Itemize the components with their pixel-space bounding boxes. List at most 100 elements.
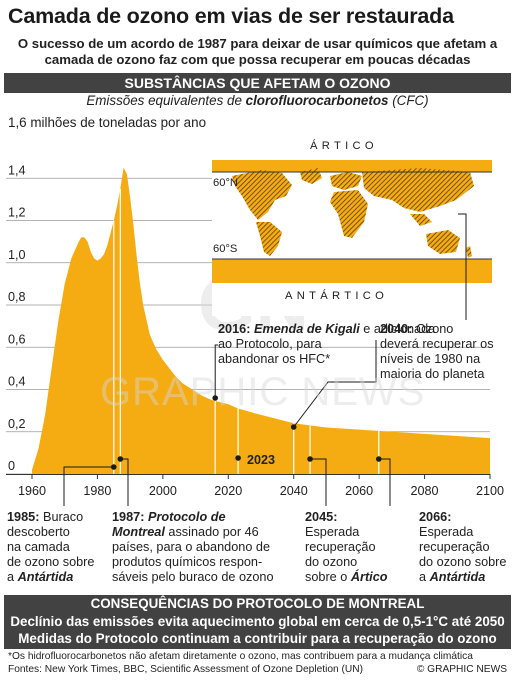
section-subheading: Emissões equivalentes de clorofluorocarb… xyxy=(4,93,511,108)
annotation-1987-line2: assinado por 46 xyxy=(164,525,259,539)
annotation-2040: 2040: Ozono deverá recuperar os níveis d… xyxy=(380,322,494,382)
annotation-1985-year: 1985: xyxy=(7,510,40,524)
y-tick-label: 1,2 xyxy=(8,206,26,220)
annotation-2040-line4: maioria do planeta xyxy=(380,367,485,381)
annotation-2016-line3: abandonar os HFC* xyxy=(218,352,331,366)
annotation-2066-line3: recuperação xyxy=(419,540,490,554)
footnotes: *Os hidrofluorocarbonetos não afetam dir… xyxy=(8,651,508,676)
antarctic-label: ANTÁRTICO xyxy=(285,289,388,302)
indonesia xyxy=(410,214,432,226)
section-sub-bold: clorofluorocarbonetos xyxy=(245,93,389,108)
leader-2066 xyxy=(378,458,391,506)
new-zealand xyxy=(466,246,472,258)
annotation-1985-line4: de ozono sobre xyxy=(7,555,95,569)
annotation-2066-line4: do ozono sobre xyxy=(419,555,507,569)
annotation-2016: 2016: Emenda de Kigali e adicionada ao P… xyxy=(218,322,435,367)
lat-60s-label: 60°S xyxy=(213,243,237,255)
annotation-1987-montreal: Montreal xyxy=(112,525,165,539)
annotation-1987: 1987: Protocolo de Montreal assinado por… xyxy=(112,510,274,585)
event-markers xyxy=(110,188,382,474)
lat-60n-label: 60°N xyxy=(213,177,238,189)
page-title: Camada de ozono em vias de ser restaurad… xyxy=(8,4,454,28)
section-heading: SUBSTÂNCIAS QUE AFETAM O OZONO xyxy=(4,73,511,93)
section-sub-prefix: Emissões equivalentes de xyxy=(86,93,246,108)
antarctic-zone xyxy=(212,259,492,283)
marker-dot-2023 xyxy=(235,455,241,461)
x-tick-label: 2060 xyxy=(345,484,373,498)
annotation-2045-year: 2045: xyxy=(305,510,338,524)
leader-2040-map xyxy=(458,213,467,320)
footnote-sources: Fontes: New York Times, BBC, Scientific … xyxy=(8,663,364,675)
annotation-1985-line1: Buraco xyxy=(39,510,84,524)
annotation-1987-year: 1987: xyxy=(112,510,145,524)
y-tick-label: 0,4 xyxy=(8,375,26,389)
annotation-2066-year: 2066: xyxy=(419,510,452,524)
arctic-label: ÁRTICO xyxy=(310,139,378,152)
marker-2023-label-group: 2023 xyxy=(247,453,275,467)
y-tick-label: 0,2 xyxy=(8,417,26,431)
credit: © GRAPHIC NEWS xyxy=(416,663,507,675)
x-tick-label: 2080 xyxy=(411,484,439,498)
consequences-line2: Medidas do Protocolo continuam a contrib… xyxy=(18,631,497,646)
annotation-1987-line4: produtos químicos respon- xyxy=(112,555,263,569)
x-tick-label: 2040 xyxy=(280,484,308,498)
emissions-area xyxy=(32,167,490,474)
y-tick-label: 0,8 xyxy=(8,290,26,304)
annotation-1985-line3: na camada xyxy=(7,540,70,554)
consequences-heading: CONSEQUÊNCIAS DO PROTOCOLO DE MONTREAL xyxy=(90,596,425,611)
x-tick-label: 1960 xyxy=(18,484,46,498)
consequences-line1: Declínio das emissões evita aquecimento … xyxy=(10,613,505,629)
annotation-2066-line2: Esperada xyxy=(419,525,474,539)
leader-2040 xyxy=(293,340,377,428)
annotation-2016-kigali: Emenda de Kigali xyxy=(253,322,360,336)
y-tick-label: 0,6 xyxy=(8,332,26,346)
y-tick-label: 1,0 xyxy=(8,248,26,262)
x-axis-ticks: 1960 1980 2000 2020 2040 2060 2080 2100 xyxy=(18,474,504,498)
x-tick-label: 2020 xyxy=(214,484,242,498)
annotation-2040-line1: Ozono xyxy=(412,322,454,336)
annotation-2045: 2045: Esperada recuperação do ozono sobr… xyxy=(305,510,388,585)
leader-2045 xyxy=(310,458,327,506)
annotation-2016-line2: ao Protocolo, para xyxy=(218,337,322,351)
annotation-2045-line2: Esperada xyxy=(305,525,360,539)
x-tick-label: 2100 xyxy=(476,484,504,498)
annotation-2066: 2066: Esperada recuperação do ozono sobr… xyxy=(419,510,506,585)
marker-dot-1987 xyxy=(117,456,124,462)
annotation-leaders xyxy=(63,213,467,506)
x-tick-label: 2000 xyxy=(149,484,177,498)
watermark-text-group: GRAPHIC NEWS xyxy=(100,370,425,414)
y-tick-label: 0 xyxy=(8,459,15,473)
annotation-1987-line3: países, para o abandono de xyxy=(112,540,271,554)
annotation-2045-arctic: Ártico xyxy=(350,570,388,584)
leader-1987 xyxy=(120,458,129,506)
arctic-zone xyxy=(212,160,492,172)
annotation-2066-line5-pre: a xyxy=(419,570,430,584)
annotation-2040-line3: níveis de 1980 na xyxy=(380,352,481,366)
y-axis-ticks: 0 0,2 0,4 0,6 0,8 1,0 1,2 1,4 xyxy=(8,163,26,473)
south-america xyxy=(256,222,282,256)
annotation-2045-line4: do ozono xyxy=(305,555,358,569)
annotation-2066-antarctica: Antártida xyxy=(429,570,486,584)
consequences-panel: CONSEQUÊNCIAS DO PROTOCOLO DE MONTREAL D… xyxy=(4,595,511,649)
annotation-1985: 1985: Buraco descoberto na camada de ozo… xyxy=(7,510,94,585)
north-america xyxy=(232,170,292,220)
section-sub-suffix: (CFC) xyxy=(388,93,429,108)
footnote-hfc: *Os hidrofluorocarbonetos não afetam dir… xyxy=(8,651,473,662)
y-tick-label: 1,4 xyxy=(8,163,26,177)
africa xyxy=(330,190,368,238)
australia xyxy=(426,230,460,254)
annotation-1985-line2: descoberto xyxy=(7,525,70,539)
marker-2023-label: 2023 xyxy=(247,453,275,467)
x-tick-label: 1980 xyxy=(83,484,111,498)
annotation-1985-antarctica: Antártida xyxy=(17,570,74,584)
annotation-2045-line3: recuperação xyxy=(305,540,376,554)
annotation-1987-line5: sáveis pelo buraco de ozono xyxy=(112,570,274,584)
asia xyxy=(362,168,474,212)
annotation-2016-line1: e adicionada xyxy=(359,322,436,336)
annotation-1985-line5-pre: a xyxy=(7,570,18,584)
world-map: ÁRTICO ANTÁRTICO 60°N 60°S xyxy=(212,139,492,316)
annotation-1987-protocol: Protocolo de xyxy=(147,510,226,524)
annotation-2045-line5-pre: sobre o xyxy=(305,570,351,584)
leader-1985 xyxy=(63,466,114,506)
watermark-text: GRAPHIC NEWS xyxy=(100,370,425,414)
